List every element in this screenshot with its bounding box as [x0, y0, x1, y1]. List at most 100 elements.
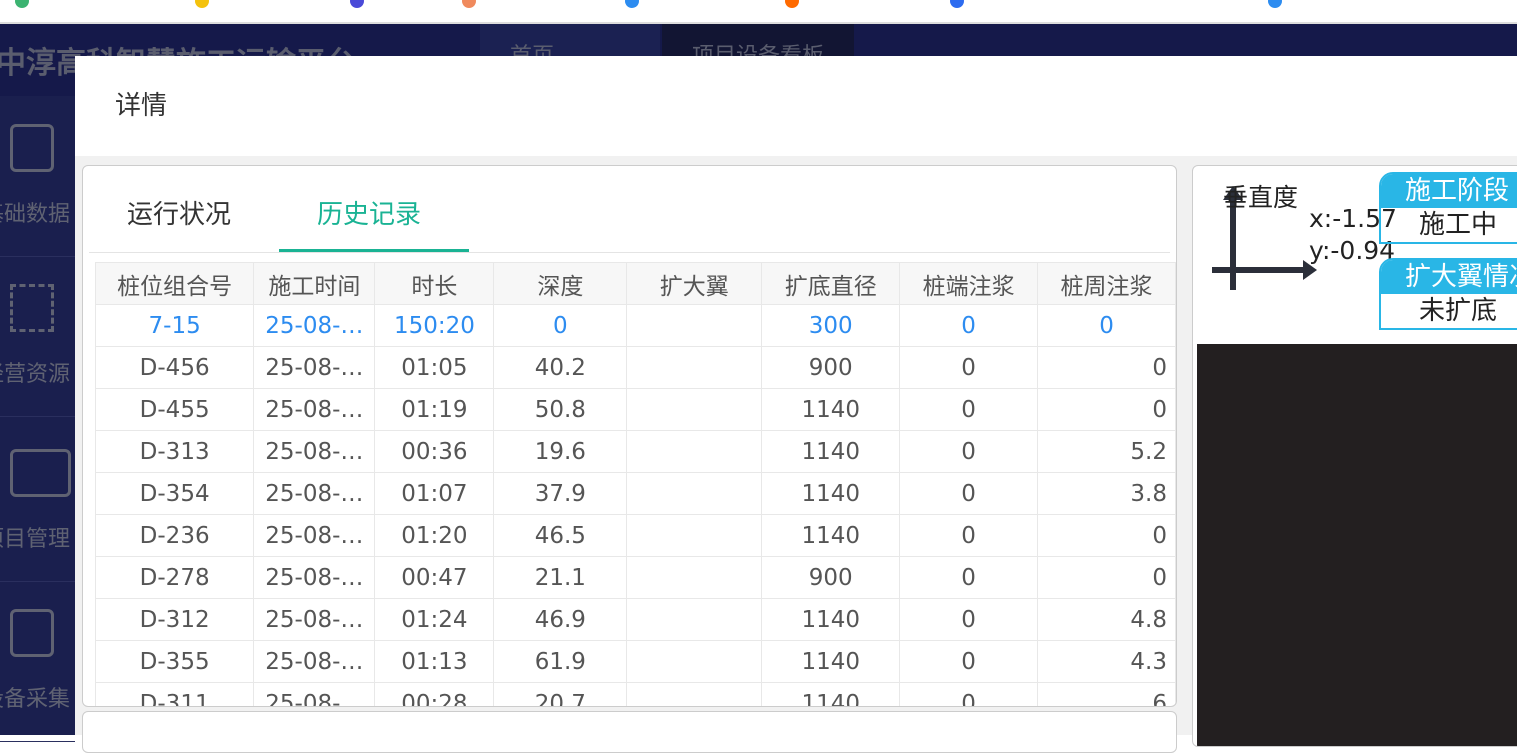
table-cell: D-312: [94, 598, 255, 641]
table-cell: 25-08-…: [253, 430, 376, 473]
table-cell: [626, 640, 763, 683]
table-cell: 37.9: [493, 472, 628, 515]
table-cell: D-278: [94, 556, 255, 599]
table-cell: D-354: [94, 472, 255, 515]
table-cell: 0: [1037, 304, 1176, 347]
column-header: 桩周注浆: [1037, 262, 1176, 305]
table-row[interactable]: D-355 25-08-… 01:13 61.9 1140 0 4.3: [94, 640, 1176, 683]
table-cell: 21.1: [493, 556, 628, 599]
table-cell: 46.5: [493, 514, 628, 557]
details-modal: 详情 运行状况 历史记录 桩位组合号 施工时间 时长 深度 扩大翼 扩底直径 桩端注浆 桩周注…: [75, 56, 1517, 753]
column-header: 扩底直径: [761, 262, 901, 305]
table-cell: [626, 430, 763, 473]
video-area: [1197, 344, 1517, 746]
table-cell: 00:47: [374, 556, 495, 599]
tab-running-status[interactable]: 运行状况: [127, 200, 232, 230]
sidebar-item-device-collection[interactable]: 设备采集: [0, 581, 75, 742]
table-cell: 0: [1037, 556, 1176, 599]
table-cell: D-313: [94, 430, 255, 473]
table-cell: 25-08-…: [253, 682, 376, 706]
table-cell: 1140: [761, 472, 901, 515]
tab-bar: 运行状况 历史记录: [89, 166, 1170, 253]
table-cell: 1140: [761, 598, 901, 641]
table-cell: [626, 472, 763, 515]
table-cell: 0: [899, 346, 1039, 389]
table-cell: 01:07: [374, 472, 495, 515]
table-cell: 20.7: [493, 682, 628, 706]
table-cell: 1140: [761, 514, 901, 557]
table-row[interactable]: D-278 25-08-… 00:47 21.1 900 0 0: [94, 556, 1176, 599]
table-cell: [626, 514, 763, 557]
history-table: 桩位组合号 施工时间 时长 深度 扩大翼 扩底直径 桩端注浆 桩周注浆 7-15 25-08-… 1…: [94, 262, 1176, 706]
history-panel: 运行状况 历史记录 桩位组合号 施工时间 时长 深度 扩大翼 扩底直径 桩端注浆 桩周注浆 7-…: [82, 165, 1177, 707]
table-cell: [626, 304, 763, 347]
table-cell: [626, 682, 763, 706]
table-row[interactable]: D-236 25-08-… 01:20 46.5 1140 0 0: [94, 514, 1176, 557]
table-cell: 0: [1037, 514, 1176, 557]
edit-doc-icon: [10, 124, 54, 172]
table-row[interactable]: D-311 25-08-… 00:28 20.7 1140 0 6: [94, 682, 1176, 706]
table-cell: 19.6: [493, 430, 628, 473]
table-cell: 25-08-…: [253, 556, 376, 599]
table-cell: 01:13: [374, 640, 495, 683]
table-cell: D-455: [94, 388, 255, 431]
table-cell: 6: [1037, 682, 1176, 706]
table-cell: 0: [899, 304, 1039, 347]
table-cell: 0: [899, 430, 1039, 473]
table-cell: 0: [899, 640, 1039, 683]
wing-value: 未扩底: [1419, 296, 1498, 326]
table-cell: 25-08-…: [253, 640, 376, 683]
stage-label: 施工阶段: [1381, 174, 1517, 208]
column-header: 桩位组合号: [94, 262, 255, 305]
arrow-right-icon: [1303, 260, 1317, 280]
table-cell: 0: [899, 514, 1039, 557]
modal-title: 详情: [75, 56, 1517, 156]
table-cell: 1140: [761, 640, 901, 683]
table-cell: 5.2: [1037, 430, 1176, 473]
table-cell: 1140: [761, 388, 901, 431]
table-cell: 1140: [761, 430, 901, 473]
table-row[interactable]: D-313 25-08-… 00:36 19.6 1140 0 5.2: [94, 430, 1176, 473]
folder-list-icon: [10, 449, 71, 497]
table-row[interactable]: D-312 25-08-… 01:24 46.9 1140 0 4.8: [94, 598, 1176, 641]
table-cell: 4.8: [1037, 598, 1176, 641]
table-cell: 900: [761, 556, 901, 599]
table-cell: 300: [761, 304, 901, 347]
tools-icon: [10, 609, 54, 657]
table-cell: 1140: [761, 682, 901, 706]
table-row[interactable]: D-354 25-08-… 01:07 37.9 1140 0 3.8: [94, 472, 1176, 515]
table-cell: 0: [899, 388, 1039, 431]
sidebar-item-projects[interactable]: 项目管理: [0, 421, 75, 582]
table-cell: D-456: [94, 346, 255, 389]
lower-panel: [82, 711, 1177, 753]
column-header: 时长: [374, 262, 495, 305]
table-cell: [626, 346, 763, 389]
sidebar-item-base-data[interactable]: 基础数据: [0, 96, 75, 257]
x-axis-arrow-icon: [1212, 267, 1307, 273]
table-row[interactable]: D-455 25-08-… 01:19 50.8 1140 0 0: [94, 388, 1176, 431]
sidebar: 基础数据 经营资源 项目管理 设备采集: [0, 96, 75, 742]
active-tab-indicator: [279, 249, 469, 252]
sidebar-item-resources[interactable]: 经营资源: [0, 256, 75, 417]
table-cell: 00:36: [374, 430, 495, 473]
wing-label: 扩大翼情况: [1381, 260, 1517, 294]
arrow-up-icon: [1223, 186, 1243, 200]
table-cell: 50.8: [493, 388, 628, 431]
table-cell: 0: [899, 682, 1039, 706]
column-header: 桩端注浆: [899, 262, 1039, 305]
column-header: 施工时间: [253, 262, 376, 305]
table-cell: 900: [761, 346, 901, 389]
table-cell: D-311: [94, 682, 255, 706]
tab-history[interactable]: 历史记录: [317, 200, 422, 230]
table-cell: 01:05: [374, 346, 495, 389]
table-cell: 25-08-…: [253, 472, 376, 515]
table-cell: [626, 598, 763, 641]
column-header: 深度: [493, 262, 628, 305]
table-cell: 01:19: [374, 388, 495, 431]
table-cell: 00:28: [374, 682, 495, 706]
table-row[interactable]: D-456 25-08-… 01:05 40.2 900 0 0: [94, 346, 1176, 389]
bookmarks-bar: [0, 0, 1517, 24]
table-cell: 150:20: [374, 304, 495, 347]
table-row[interactable]: 7-15 25-08-… 150:20 0 300 0 0: [94, 304, 1176, 347]
